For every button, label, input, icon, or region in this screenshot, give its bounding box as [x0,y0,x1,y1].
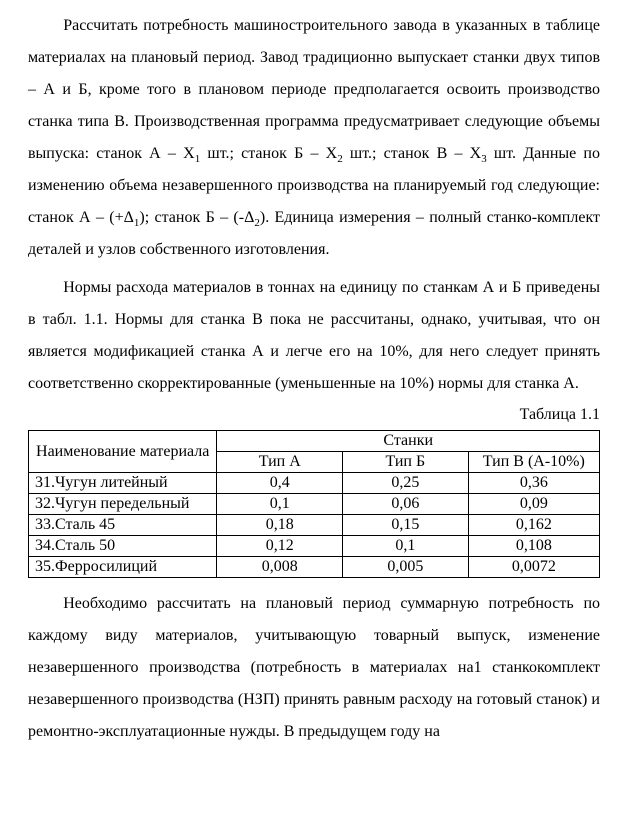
cell-value-b: 0,1 [343,536,469,557]
table-row: 35.Ферросилиций0,0080,0050,0072 [29,557,600,578]
cell-value-a: 0,4 [217,473,343,494]
table-row: 31.Чугун литейный0,40,250,36 [29,473,600,494]
col-header-group: Станки [217,431,600,452]
cell-material-name: 33.Сталь 45 [29,515,217,536]
table-row: 33.Сталь 450,180,150,162 [29,515,600,536]
cell-value-b: 0,25 [343,473,469,494]
table-body: 31.Чугун литейный0,40,250,3632.Чугун пер… [29,473,600,578]
cell-value-a: 0,12 [217,536,343,557]
paragraph-2: Нормы расхода материалов в тоннах на еди… [28,272,600,400]
cell-value-b: 0,06 [343,494,469,515]
table-row: 34.Сталь 500,120,10,108 [29,536,600,557]
col-header-a: Тип А [217,452,343,473]
cell-value-b: 0,005 [343,557,469,578]
cell-value-a: 0,008 [217,557,343,578]
col-header-material: Наименование материала [29,431,217,473]
cell-value-a: 0,18 [217,515,343,536]
table-row: 32.Чугун передельный0,10,060,09 [29,494,600,515]
paragraph-1: Рассчитать потребность машиностроительно… [28,10,600,266]
cell-value-v: 0,36 [468,473,599,494]
cell-value-a: 0,1 [217,494,343,515]
table-caption: Таблица 1.1 [28,406,600,424]
document-page: Рассчитать потребность машиностроительно… [0,0,638,830]
cell-value-v: 0,108 [468,536,599,557]
cell-value-v: 0,0072 [468,557,599,578]
cell-material-name: 32.Чугун передельный [29,494,217,515]
cell-material-name: 35.Ферросилиций [29,557,217,578]
table-header-row-1: Наименование материала Станки [29,431,600,452]
col-header-v: Тип В (А-10%) [468,452,599,473]
materials-table: Наименование материала Станки Тип А Тип … [28,430,600,578]
cell-material-name: 34.Сталь 50 [29,536,217,557]
cell-value-b: 0,15 [343,515,469,536]
cell-value-v: 0,162 [468,515,599,536]
cell-material-name: 31.Чугун литейный [29,473,217,494]
paragraph-3: Необходимо рассчитать на плановый период… [28,588,600,748]
cell-value-v: 0,09 [468,494,599,515]
col-header-b: Тип Б [343,452,469,473]
